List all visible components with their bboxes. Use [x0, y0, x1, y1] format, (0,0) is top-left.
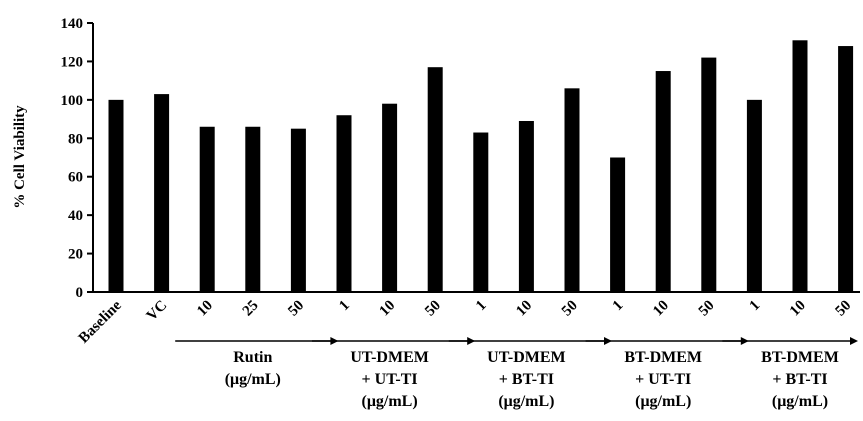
bar	[792, 40, 808, 292]
x-tick-label: 10	[787, 298, 809, 320]
x-tick-label: 50	[422, 298, 444, 320]
y-tick-label: 20	[68, 247, 83, 263]
x-tick-label: 1	[610, 298, 627, 315]
x-tick-label: 10	[650, 298, 672, 320]
group-label: + UT-TI	[362, 371, 418, 388]
group-label: BT-DMEM	[624, 349, 702, 366]
y-tick-label: 100	[61, 93, 84, 109]
x-tick-label: 1	[473, 298, 490, 315]
x-tick-label: VC	[144, 298, 171, 325]
y-axis: 0 20 40 60 80 100 120 140	[61, 16, 860, 301]
group-label: (μg/mL)	[225, 371, 281, 388]
bar	[427, 67, 443, 292]
x-tick-label: 10	[377, 298, 399, 320]
group-label: UT-DMEM	[487, 349, 566, 366]
x-tick-label: 10	[194, 298, 216, 320]
group-label: UT-DMEM	[350, 349, 429, 366]
x-tick-label: 50	[696, 298, 718, 320]
y-tick-label: 0	[76, 285, 84, 301]
group-label: BT-DMEM	[761, 349, 839, 366]
bar	[290, 128, 306, 292]
bar	[473, 132, 489, 292]
bar	[564, 88, 580, 292]
x-axis-labels: Baseline VC 10 25 50 1 10 50 1 10 50 1 10 50 1 10 50	[76, 297, 855, 346]
group-label: (μg/mL)	[772, 393, 828, 410]
y-tick-label: 60	[68, 170, 83, 186]
group-label: (μg/mL)	[362, 393, 418, 410]
bar	[336, 115, 352, 292]
group-label: + BT-TI	[499, 371, 554, 388]
y-tick-label: 140	[61, 16, 84, 32]
bar	[746, 99, 762, 292]
bar	[382, 103, 398, 292]
x-tick-label: 10	[513, 298, 535, 320]
x-tick-label: Baseline	[76, 297, 125, 346]
group-label: Rutin	[233, 349, 272, 366]
y-tick-label: 120	[61, 54, 84, 70]
bar	[518, 120, 534, 292]
group-labels: Rutin (μg/mL) UT-DMEM + UT-TI (μg/mL) UT-DMEM…	[175, 337, 858, 410]
bar	[199, 126, 215, 292]
x-tick-label: 25	[240, 298, 262, 320]
group-arrowhead	[850, 337, 858, 345]
x-tick-label: 1	[336, 298, 353, 315]
y-axis-label: % Cell Viability	[12, 105, 28, 209]
y-tick-label: 40	[68, 208, 83, 224]
bar	[245, 126, 261, 292]
x-tick-label: 50	[285, 298, 307, 320]
x-tick-label: 1	[747, 298, 764, 315]
bar	[838, 46, 854, 292]
bar	[154, 94, 170, 292]
bars	[108, 40, 854, 293]
x-tick-label: 50	[559, 298, 581, 320]
bar	[108, 99, 124, 292]
y-tick-label: 80	[68, 131, 83, 147]
bar	[610, 157, 626, 292]
x-tick-label: 50	[833, 298, 855, 320]
group-label: + UT-TI	[635, 371, 691, 388]
bar	[655, 71, 671, 293]
group-label: + BT-TI	[772, 371, 827, 388]
bar	[701, 57, 717, 293]
group-label: (μg/mL)	[498, 393, 554, 410]
group-label: (μg/mL)	[635, 393, 691, 410]
